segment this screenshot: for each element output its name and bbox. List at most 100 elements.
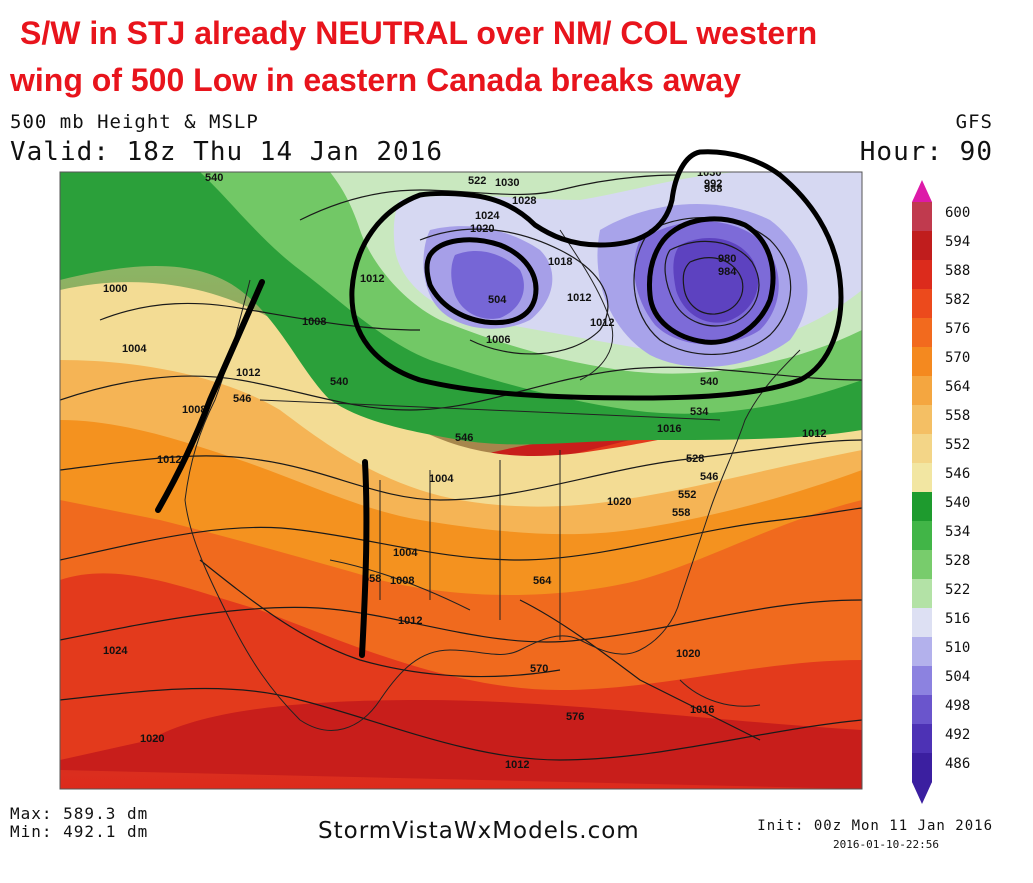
height-label-layer: 540 522 504 540 546 546 564 570 576 540 … <box>205 172 718 723</box>
colorbar-swatch <box>912 347 932 377</box>
height-label: 558 <box>672 507 690 519</box>
colorbar-swatch <box>912 492 932 522</box>
colorbar-swatch <box>912 521 932 551</box>
colorbar: 600 594 588 582 576 570 564 558 552 546 540 534 528 5… <box>912 180 970 804</box>
headline-line-2: wing of 500 Low in eastern Canada breaks… <box>10 62 741 98</box>
height-label: 564 <box>533 575 552 587</box>
height-label: 546 <box>700 471 718 483</box>
pressure-label: 1030 <box>495 177 519 189</box>
annotations <box>155 149 844 658</box>
pressure-label: 1018 <box>548 256 572 268</box>
colorbar-tick-label: 558 <box>945 408 970 424</box>
pressure-label: 1020 <box>607 496 631 508</box>
height-label: 540 <box>330 376 348 388</box>
colorbar-swatch <box>912 666 932 696</box>
pressure-label: 1008 <box>182 404 206 416</box>
hudson-bay-outline <box>559 229 614 381</box>
colorbar-swatch <box>912 260 932 290</box>
max-value: Max: 589.3 dm <box>10 804 149 823</box>
model-name: GFS <box>955 111 993 133</box>
colorbar-tick-label: 546 <box>945 466 970 482</box>
colorbar-tick-label: 540 <box>945 495 970 511</box>
colorbar-tick-label: 594 <box>945 234 970 250</box>
colorbar-swatch <box>912 550 932 580</box>
brand-watermark: StormVistaWxModels.com <box>318 818 640 844</box>
pressure-label: 1016 <box>690 704 714 716</box>
colorbar-tick-label: 528 <box>945 553 970 569</box>
height-label: 528 <box>686 453 704 465</box>
colorbar-swatch <box>912 579 932 609</box>
map-frame <box>59 171 863 790</box>
colorbar-swatch <box>912 434 932 464</box>
pressure-label: 1000 <box>103 283 127 295</box>
pressure-label: 988 <box>704 183 722 195</box>
height-field: 540 522 504 540 546 546 564 570 576 540 … <box>60 167 862 789</box>
forecast-hour: Hour: 90 <box>859 137 993 167</box>
isobar <box>60 599 862 643</box>
pressure-label: 1012 <box>802 428 826 440</box>
pressure-label: 1008 <box>302 316 326 328</box>
colorbar-tick-label: 534 <box>945 524 970 540</box>
pressure-label: 1004 <box>429 473 454 485</box>
colorbar-tick-label: 588 <box>945 263 970 279</box>
height-label: 546 <box>233 393 251 405</box>
pressure-label: 1012 <box>157 454 181 466</box>
render-timestamp: 2016-01-10-22:56 <box>833 838 939 851</box>
upper-low-east-core <box>673 237 759 323</box>
height-label: 540 <box>205 172 223 184</box>
pressure-label: 980 <box>718 253 736 265</box>
colorbar-tick-label: 600 <box>945 205 970 221</box>
product-title: 500 mb Height & MSLP <box>10 111 259 133</box>
pressure-label: 1030 <box>697 167 721 179</box>
colorbar-arrow-top <box>912 180 932 202</box>
pressure-label: 1004 <box>122 343 147 355</box>
colorbar-tick-label: 564 <box>945 379 970 395</box>
pressure-label: 984 <box>718 266 737 278</box>
cuba-outline <box>679 679 761 707</box>
state-lines <box>379 450 561 640</box>
height-label: 570 <box>530 663 548 675</box>
colorbar-arrow-bottom <box>912 782 932 804</box>
pressure-label: 1012 <box>398 615 422 627</box>
isobar <box>299 174 681 221</box>
isobar <box>419 228 609 355</box>
colorbar-swatch <box>912 318 932 348</box>
min-value: Min: 492.1 dm <box>10 822 149 841</box>
pressure-label-layer: 1030 1028 1024 1020 1018 1012 1012 1006 … <box>103 167 826 771</box>
annotation-outer-loop <box>349 149 844 401</box>
colorbar-tick-label: 504 <box>945 669 970 685</box>
colorbar-tick-label: 570 <box>945 350 970 366</box>
pressure-label: 1012 <box>505 759 529 771</box>
colorbar-tick-label: 510 <box>945 640 970 656</box>
height-label: 552 <box>678 489 696 501</box>
contour-band-546 <box>60 282 862 507</box>
colorbar-tick-label: 576 <box>945 321 970 337</box>
height-label: 534 <box>690 406 709 418</box>
isobar <box>682 257 744 315</box>
colorbar-swatch <box>912 463 932 493</box>
isobar <box>199 559 561 678</box>
pressure-label: 1004 <box>393 547 418 559</box>
colorbar-swatch <box>912 695 932 725</box>
pressure-label: 1012 <box>360 273 384 285</box>
colorbar-labels: 600 594 588 582 576 570 564 558 552 546 540 534 528 5… <box>945 205 970 772</box>
colorbar-swatch <box>912 405 932 435</box>
init-time: Init: 00z Mon 11 Jan 2016 <box>757 818 993 834</box>
us-mexico-border <box>329 559 471 611</box>
isobar <box>60 687 862 761</box>
colorbar-swatch <box>912 753 932 783</box>
pressure-label: 1012 <box>590 317 614 329</box>
headline: S/W in STJ already NEUTRAL over NM/ COL … <box>10 10 1020 104</box>
colorbar-swatches <box>912 202 932 783</box>
us-canada-border <box>259 399 721 421</box>
colorbar-tick-label: 582 <box>945 292 970 308</box>
isobar <box>519 599 761 741</box>
upper-low-west-core <box>451 250 524 319</box>
isobar <box>664 240 760 327</box>
height-label: 540 <box>700 376 718 388</box>
geography <box>184 229 801 731</box>
annotation-east-low-circle <box>647 216 776 345</box>
pressure-label: 1012 <box>567 292 591 304</box>
height-label: 504 <box>488 294 507 306</box>
